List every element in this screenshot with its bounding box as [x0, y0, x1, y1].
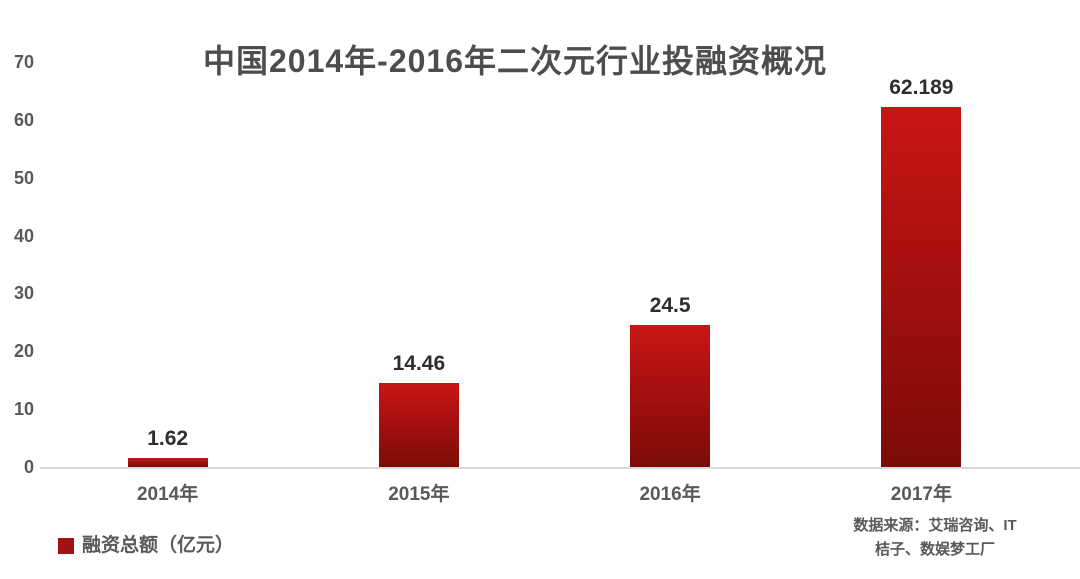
chart-title: 中国2014年-2016年二次元行业投融资概况: [202, 43, 828, 79]
x-axis-label-2017年: 2017年: [890, 484, 953, 505]
data-source: 数据来源：艾瑞咨询、IT 桔子、数娱梦工厂: [790, 514, 1080, 562]
value-label-2014年: 1.62: [147, 426, 189, 450]
y-axis-tick-label: 50: [13, 167, 34, 188]
y-axis-tick-label: 30: [13, 283, 34, 304]
data-source-line1: 数据来源：艾瑞咨询、IT: [853, 517, 1017, 534]
x-axis-label-2016年: 2016年: [639, 484, 701, 505]
data-source-line2: 桔子、数娱梦工厂: [874, 541, 995, 558]
value-label-2016年: 24.5: [649, 294, 691, 318]
y-axis-tick-label: 0: [23, 457, 34, 477]
y-axis-tick-label: 10: [13, 399, 34, 420]
y-axis-tick-label: 60: [13, 109, 34, 130]
y-axis-tick-label: 20: [13, 341, 34, 362]
x-axis-label-2014年: 2014年: [136, 484, 199, 505]
legend: 融资总额（亿元）: [58, 536, 234, 556]
bar-2014年: [127, 457, 208, 467]
legend-marker-icon: [58, 538, 74, 554]
value-label-2015年: 14.46: [392, 352, 446, 376]
bar-2017年: [881, 107, 962, 467]
value-label-2017年: 62.189: [889, 76, 954, 100]
legend-label: 融资总额（亿元）: [82, 535, 235, 556]
x-axis-line: [40, 467, 1080, 469]
y-axis-tick-label: 40: [13, 225, 34, 246]
bar-2016年: [630, 325, 711, 467]
y-axis-tick-label: 70: [13, 52, 34, 72]
bar-2015年: [378, 383, 459, 467]
x-axis-label-2015年: 2015年: [388, 484, 450, 505]
